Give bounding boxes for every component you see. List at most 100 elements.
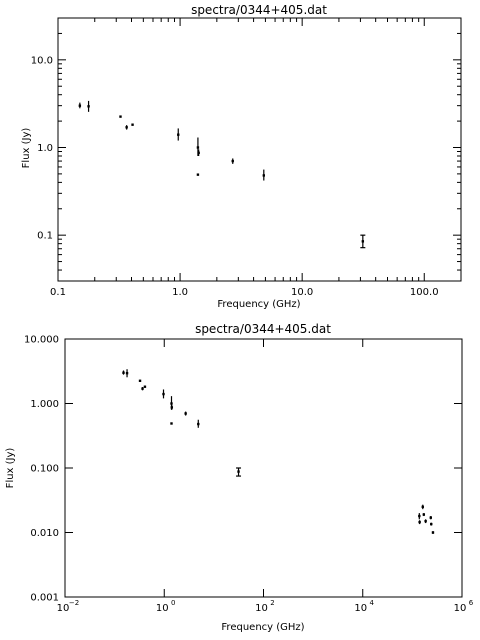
data-point-marker — [196, 173, 200, 176]
data-point-marker — [418, 514, 421, 518]
chart-top-x-axis-label: Frequency (GHz) — [217, 299, 300, 310]
data-point-marker — [170, 406, 174, 409]
data-point-marker — [431, 531, 435, 534]
x-tick-label: 10 — [156, 603, 169, 614]
chart-top-y-tick-labels: 0.1 1.0 10.0 — [31, 55, 53, 241]
data-point — [162, 389, 165, 399]
data-point — [236, 467, 242, 477]
data-point — [78, 102, 82, 109]
data-point-marker — [421, 505, 424, 509]
data-point-marker — [197, 422, 200, 426]
x-tick-exponent: 6 — [469, 599, 474, 607]
data-point — [143, 385, 147, 388]
data-point — [184, 411, 187, 416]
y-tick-label: 0.010 — [30, 528, 59, 539]
x-tick-exponent: 2 — [270, 599, 274, 607]
x-tick-label: 10 — [454, 603, 467, 614]
x-tick-label: 10 — [255, 603, 268, 614]
data-point — [87, 100, 90, 112]
data-point-marker — [143, 385, 147, 388]
chart-top-x-tick-labels: 0.1 1.0 10.0 100.0 — [50, 287, 439, 298]
data-point-marker — [418, 520, 421, 524]
data-point — [422, 513, 426, 517]
data-point — [431, 531, 435, 534]
data-point-marker — [429, 516, 432, 519]
chart-bottom-y-tick-labels: 0.001 0.010 0.100 1.000 10.000 — [24, 335, 59, 604]
data-point-marker — [361, 240, 365, 243]
chart-top-data-points — [78, 100, 366, 249]
chart-top-plot-frame — [57, 17, 462, 282]
data-point-marker — [231, 159, 234, 163]
data-point — [424, 519, 427, 524]
data-point-marker — [424, 519, 427, 523]
y-tick-label: 0.100 — [30, 464, 59, 475]
chart-bottom: spectra/0344+405.dat 10 −2 10 0 10 2 10 4 10 6 0.… — [5, 322, 474, 633]
chart-bottom-y-axis-label: Flux (Jy) — [5, 448, 16, 489]
data-point — [430, 522, 433, 526]
data-point-marker — [177, 133, 180, 136]
data-point-marker — [119, 115, 122, 118]
data-point — [131, 123, 134, 126]
data-point-marker — [170, 422, 173, 425]
data-point-marker — [125, 371, 129, 375]
data-point-marker — [87, 105, 90, 108]
x-tick-exponent: −2 — [69, 599, 79, 607]
chart-top: spectra/0344+405.dat 0.1 1.0 10.0 100.0 0.1… — [21, 3, 462, 310]
y-tick-label: 1.0 — [37, 143, 53, 154]
data-point — [262, 169, 266, 181]
x-tick-label: 0.1 — [50, 287, 66, 298]
data-point — [360, 234, 366, 249]
chart-bottom-ticks — [64, 338, 463, 598]
x-tick-label: 10 — [57, 603, 70, 614]
data-point — [418, 513, 421, 520]
data-point — [231, 158, 234, 164]
data-point-marker — [131, 123, 134, 126]
data-point-marker — [78, 104, 82, 107]
data-point — [197, 149, 200, 156]
x-tick-label: 10.0 — [291, 287, 313, 298]
x-tick-exponent: 0 — [171, 599, 175, 607]
x-tick-label: 100.0 — [410, 287, 439, 298]
data-point-marker — [422, 513, 426, 516]
data-point — [177, 128, 180, 141]
data-point-marker — [184, 412, 187, 415]
data-point — [138, 379, 142, 382]
chart-bottom-x-tick-labels: 10 −2 10 0 10 2 10 4 10 6 — [57, 599, 474, 614]
data-point-marker — [237, 470, 240, 473]
chart-bottom-title: spectra/0344+405.dat — [195, 322, 331, 336]
data-point — [170, 404, 174, 410]
data-point-marker — [196, 146, 200, 149]
data-point-marker — [170, 402, 173, 405]
chart-bottom-data-points — [122, 369, 435, 534]
data-point — [196, 173, 200, 176]
data-point — [197, 419, 200, 428]
data-point-marker — [125, 126, 128, 129]
chart-top-y-axis-label: Flux (Jy) — [21, 128, 32, 169]
data-point — [170, 422, 173, 425]
y-tick-label: 10.0 — [31, 55, 53, 66]
chart-bottom-plot-frame — [64, 338, 463, 598]
data-point-marker — [141, 387, 144, 390]
data-point-marker — [162, 392, 165, 396]
data-point — [125, 369, 129, 378]
y-tick-label: 1.000 — [30, 399, 59, 410]
chart-bottom-x-axis-label: Frequency (GHz) — [221, 622, 304, 633]
x-tick-label: 1.0 — [172, 287, 188, 298]
chart-top-ticks — [57, 17, 462, 282]
data-point — [122, 370, 125, 375]
data-point-marker — [138, 379, 142, 382]
data-point-marker — [430, 522, 433, 526]
data-point — [429, 516, 432, 520]
x-tick-label: 10 — [354, 603, 367, 614]
data-point — [125, 125, 128, 130]
data-point-marker — [262, 174, 266, 177]
data-point-marker — [197, 151, 200, 154]
y-tick-label: 0.001 — [30, 593, 59, 604]
chart-top-title: spectra/0344+405.dat — [191, 3, 327, 17]
data-point — [141, 387, 144, 391]
data-point-marker — [122, 371, 125, 374]
data-point — [421, 504, 424, 510]
x-tick-exponent: 4 — [370, 599, 375, 607]
data-point — [418, 520, 421, 525]
